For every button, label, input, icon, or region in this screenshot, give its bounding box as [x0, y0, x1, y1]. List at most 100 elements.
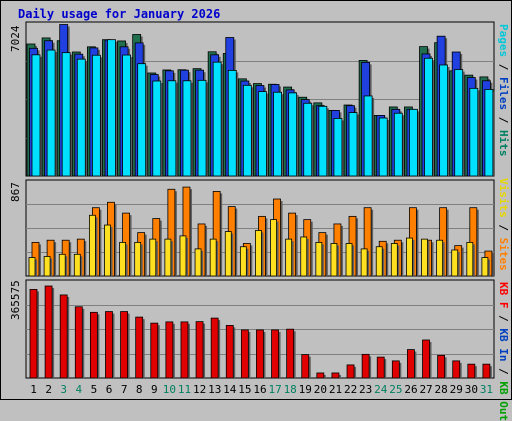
x-tick-label-30: 30 — [464, 383, 478, 396]
bar-pages-day-31 — [484, 89, 495, 177]
bar-kbf-day-30 — [467, 363, 477, 379]
bottom-legend-segment-1: / — [497, 308, 510, 329]
bar-visits-day-9 — [149, 238, 158, 277]
x-tick-label-16: 16 — [253, 383, 267, 396]
bar-kbf-day-18 — [286, 328, 296, 379]
bar-kbf-day-13 — [210, 317, 221, 379]
bar-visits-day-30 — [466, 241, 475, 277]
bar-visits-day-13 — [209, 238, 219, 277]
bar-pages-day-18 — [288, 92, 299, 177]
middle-legend-segment-1: / — [497, 217, 510, 238]
x-tick-label-5: 5 — [90, 383, 98, 396]
top-ymax-label: 7024 — [9, 25, 22, 53]
bar-visits-day-17 — [270, 219, 279, 277]
x-tick-label-7: 7 — [120, 383, 128, 396]
bar-kbf-day-9 — [150, 322, 160, 379]
x-tick-label-1: 1 — [30, 383, 37, 396]
bar-visits-day-28 — [436, 239, 445, 277]
bar-visits-day-8 — [134, 241, 143, 277]
x-tick-label-23: 23 — [359, 383, 373, 396]
bar-visits-day-18 — [285, 238, 294, 277]
x-tick-label-25: 25 — [389, 383, 403, 396]
bar-visits-day-16 — [255, 230, 264, 277]
x-tick-label-14: 14 — [223, 383, 237, 396]
top-legend-segment-1: / — [497, 57, 510, 77]
x-tick-label-24: 24 — [374, 383, 388, 396]
bar-pages-day-5 — [91, 54, 103, 177]
x-tick-label-27: 27 — [419, 383, 433, 396]
middle-legend: Visits / Sites — [497, 178, 510, 271]
bar-kbf-day-15 — [240, 329, 251, 379]
bar-pages-day-20 — [318, 105, 329, 177]
bar-pages-day-21 — [333, 118, 344, 177]
x-tick-label-9: 9 — [151, 383, 158, 396]
x-tick-label-26: 26 — [404, 383, 418, 396]
usage-chart — [25, 21, 495, 379]
bottom-legend-segment-4: KB Out — [497, 381, 510, 421]
bar-pages-day-8 — [137, 63, 148, 177]
top-legend-segment-0: Pages — [497, 24, 510, 58]
bar-pages-day-1 — [31, 54, 42, 177]
bar-visits-day-31 — [481, 257, 490, 277]
x-tick-label-2: 2 — [45, 383, 52, 396]
bar-pages-day-16 — [258, 91, 269, 177]
bar-visits-day-27 — [421, 238, 430, 277]
bar-kbf-day-16 — [256, 329, 266, 379]
x-tick-label-6: 6 — [105, 383, 113, 396]
bar-kbf-day-19 — [301, 354, 311, 379]
bar-kbf-day-31 — [482, 363, 492, 379]
bar-kbf-day-17 — [271, 329, 281, 379]
middle-ymax-label: 867 — [9, 182, 22, 202]
top-legend-segment-4: Hits — [497, 130, 510, 157]
bar-pages-day-7 — [122, 54, 133, 177]
bottom-legend-segment-0: KB F — [497, 282, 510, 309]
bar-pages-day-10 — [167, 80, 178, 177]
bar-visits-day-4 — [73, 253, 83, 277]
bar-pages-day-4 — [76, 58, 88, 177]
bottom-legend-segment-2: KB In — [497, 328, 510, 362]
bottom-legend: KB F / KB In / KB Out — [497, 282, 510, 421]
x-tick-label-10: 10 — [162, 383, 177, 396]
bar-visits-day-24 — [375, 246, 385, 277]
bar-kbf-day-26 — [407, 349, 417, 379]
bar-pages-day-13 — [212, 61, 224, 177]
x-tick-label-18: 18 — [283, 383, 297, 396]
bar-pages-day-28 — [439, 64, 450, 177]
bar-visits-day-3 — [58, 253, 68, 277]
x-tick-label-21: 21 — [328, 383, 343, 396]
bar-pages-day-19 — [303, 102, 314, 177]
bar-visits-day-11 — [179, 235, 188, 277]
bar-pages-day-12 — [197, 79, 209, 177]
x-tick-label-12: 12 — [192, 383, 207, 396]
bar-visits-day-1 — [28, 257, 37, 277]
bar-kbf-day-4 — [74, 306, 85, 379]
bar-pages-day-30 — [469, 87, 480, 177]
bar-visits-day-15 — [239, 246, 249, 277]
bar-kbf-day-1 — [29, 289, 39, 379]
x-tick-label-8: 8 — [135, 383, 143, 396]
x-tick-label-19: 19 — [298, 383, 312, 396]
bar-kbf-day-14 — [225, 325, 236, 379]
bar-pages-day-27 — [424, 57, 435, 177]
bar-kbf-day-6 — [105, 311, 115, 379]
bar-kbf-day-25 — [391, 360, 402, 379]
bar-kbf-day-27 — [422, 339, 432, 379]
bar-kbf-day-8 — [135, 316, 145, 379]
bar-kbf-day-7 — [120, 311, 130, 379]
bar-pages-day-11 — [182, 80, 193, 177]
bar-pages-day-25 — [393, 112, 405, 177]
bar-kbf-day-21 — [331, 372, 341, 379]
bar-kbf-day-29 — [452, 360, 462, 379]
bar-visits-day-26 — [406, 237, 415, 277]
x-tick-label-4: 4 — [75, 383, 83, 396]
bar-pages-day-15 — [242, 84, 254, 177]
x-tick-label-11: 11 — [177, 383, 192, 396]
bar-visits-day-10 — [164, 238, 173, 277]
bar-visits-day-14 — [224, 231, 234, 277]
bar-kbf-day-12 — [195, 321, 206, 379]
bar-kbf-day-3 — [59, 294, 70, 379]
middle-legend-segment-0: Visits — [497, 178, 510, 218]
bar-pages-day-26 — [409, 108, 420, 177]
bar-kbf-day-20 — [316, 372, 326, 379]
bar-pages-day-3 — [61, 52, 73, 177]
